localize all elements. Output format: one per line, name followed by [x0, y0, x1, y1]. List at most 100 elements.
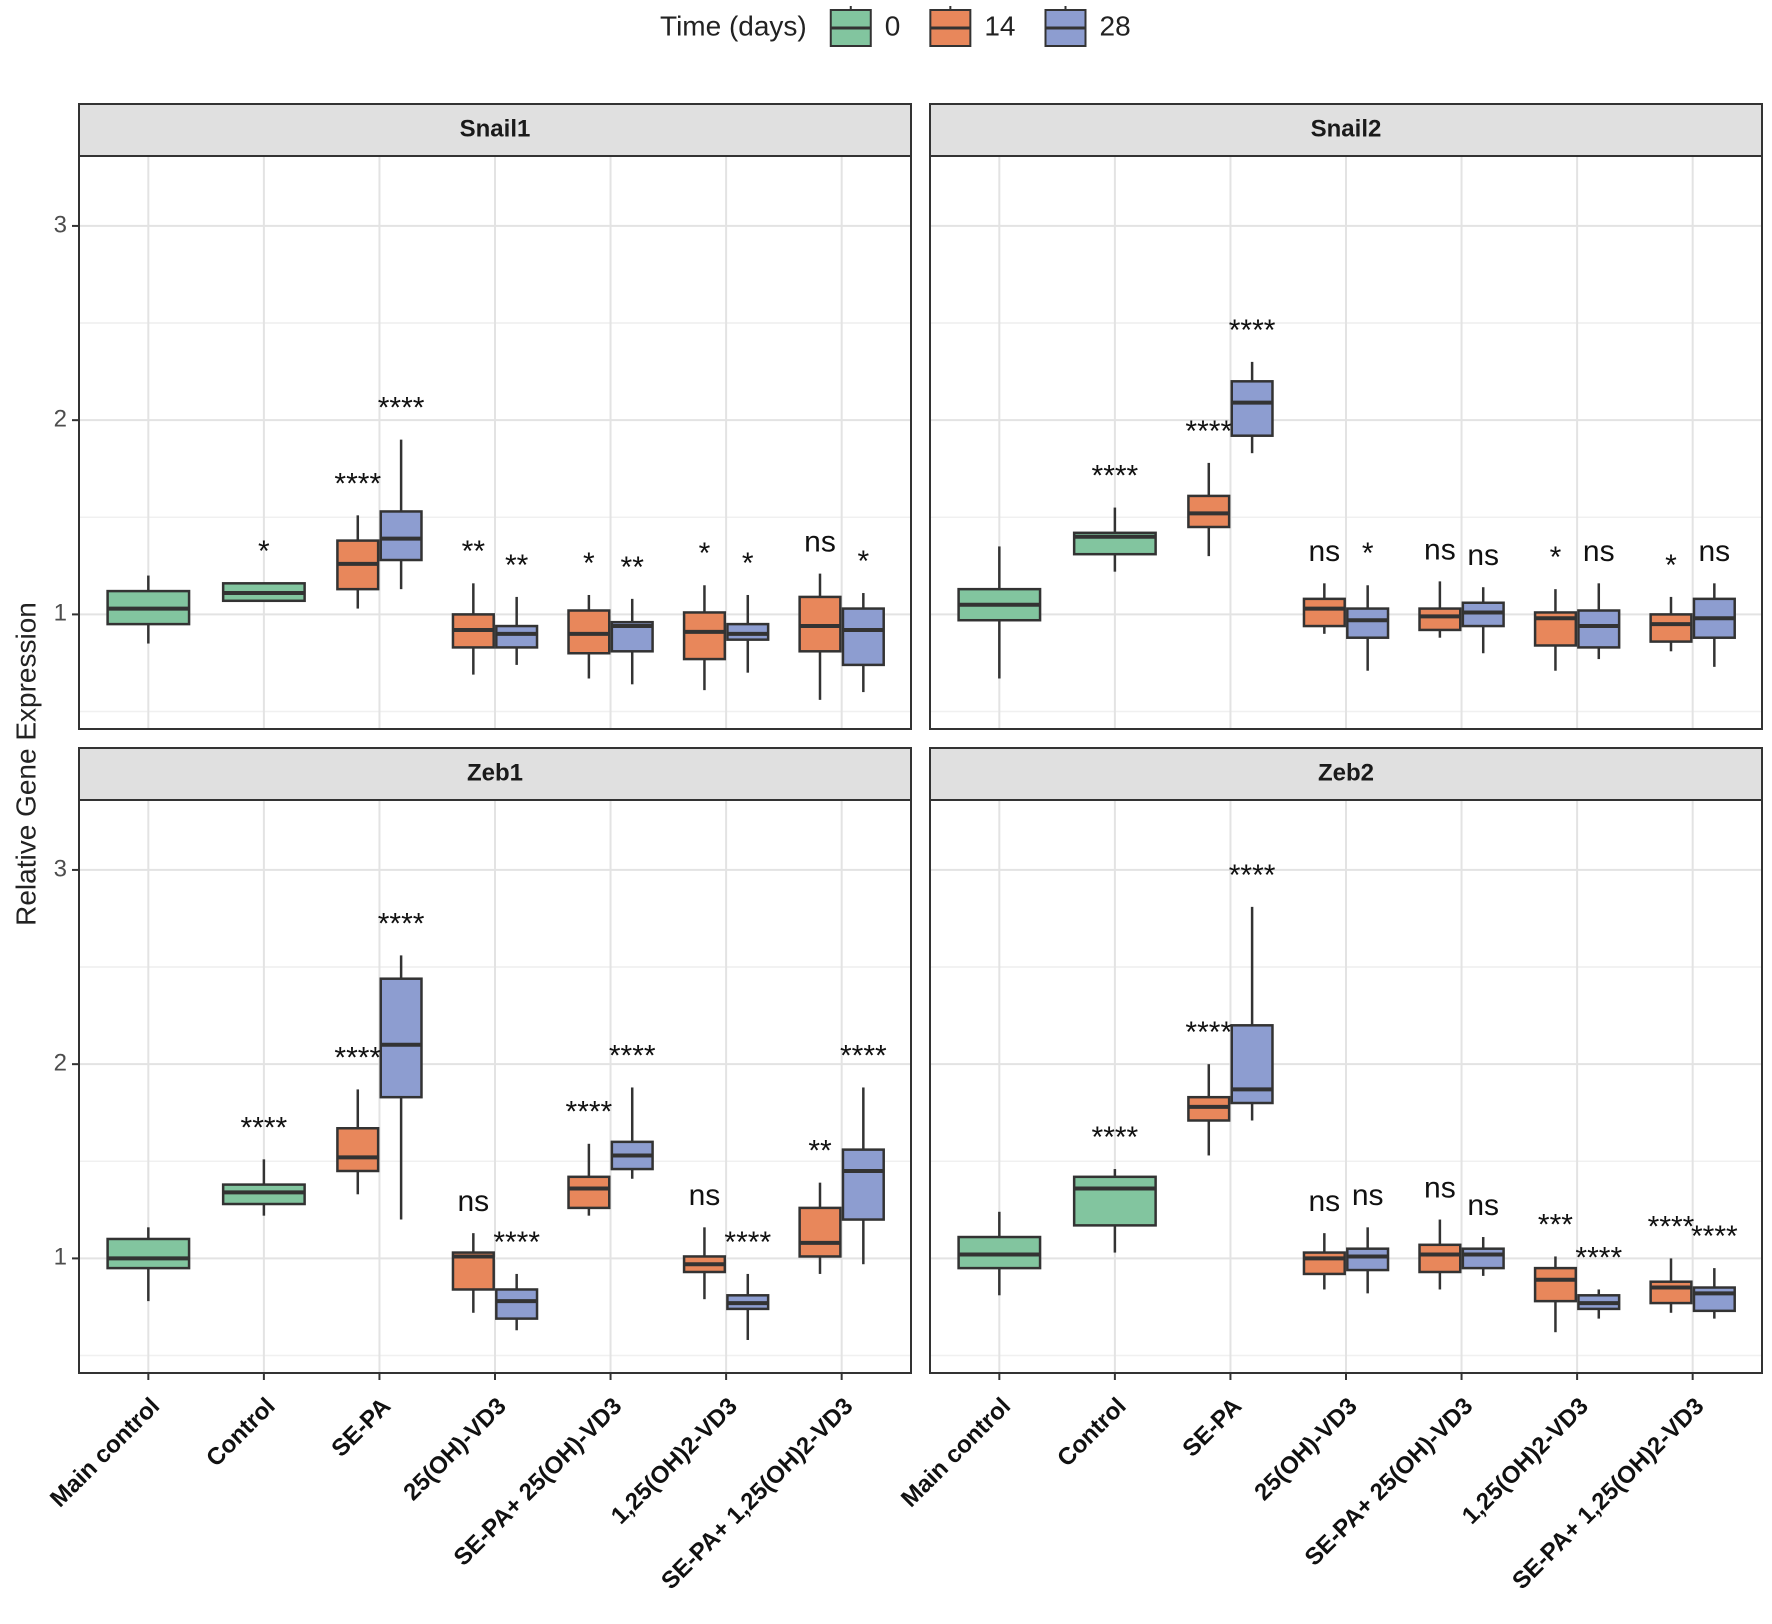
box: [841, 1148, 885, 1221]
panel-title: Zeb1: [467, 759, 523, 786]
significance-label: *: [699, 537, 711, 570]
significance-label: *: [583, 547, 595, 580]
significance-label: ****: [840, 1039, 887, 1072]
box: [1649, 613, 1693, 643]
box: [1302, 597, 1346, 628]
x-tick-label: Main control: [896, 1393, 1016, 1513]
legend-title: Time (days): [660, 10, 807, 41]
significance-label: **: [462, 535, 486, 568]
significance-label: ****: [1575, 1241, 1622, 1274]
box: [1418, 607, 1462, 632]
box: [1577, 609, 1621, 649]
x-tick-label: SE-PA+ 1,25(OH)2-VD3: [1507, 1393, 1709, 1595]
significance-label: ****: [1092, 1121, 1139, 1154]
significance-label: ****: [241, 1111, 288, 1144]
legend-label: 14: [984, 10, 1015, 41]
panel-title: Zeb2: [1318, 759, 1374, 786]
significance-label: ****: [1092, 459, 1139, 492]
significance-label: ns: [1424, 533, 1456, 566]
box: [1346, 607, 1390, 639]
box: [336, 1127, 380, 1173]
significance-label: ****: [378, 907, 425, 940]
x-tick-label: 25(OH)-VD3: [398, 1393, 511, 1506]
significance-label: ns: [1467, 1189, 1499, 1222]
significance-label: ****: [334, 467, 381, 500]
strip: [929, 747, 1763, 801]
legend-label: 28: [1100, 10, 1131, 41]
box: [106, 1237, 191, 1270]
significance-label: ns: [1308, 1185, 1340, 1218]
panel-title: Snail1: [460, 115, 531, 142]
y-tick-label: 3: [54, 211, 67, 238]
box: [798, 1206, 842, 1258]
x-tick-label: SE-PA: [326, 1393, 396, 1463]
y-tick-label: 2: [54, 1050, 67, 1077]
significance-label: ns: [1583, 535, 1615, 568]
significance-label: *: [742, 547, 754, 580]
significance-label: ****: [378, 392, 425, 425]
y-tick-label: 2: [54, 406, 67, 433]
significance-label: ****: [493, 1226, 540, 1259]
significance-label: ****: [1229, 859, 1276, 892]
box: [682, 611, 727, 661]
panel-border: [78, 799, 912, 1374]
box: [379, 510, 423, 562]
box: [495, 1288, 539, 1320]
box: [841, 607, 885, 667]
significance-label: **: [808, 1135, 832, 1168]
box: [1418, 1243, 1462, 1274]
significance-label: ****: [1648, 1210, 1695, 1243]
significance-label: ns: [1424, 1171, 1456, 1204]
strip: [78, 747, 912, 801]
significance-label: ns: [804, 526, 836, 559]
significance-label: ns: [1467, 539, 1499, 572]
significance-label: ns: [689, 1179, 721, 1212]
box: [1533, 1266, 1578, 1303]
box: [451, 1251, 495, 1291]
panel-title: Snail2: [1311, 115, 1382, 142]
box: [1346, 1247, 1390, 1272]
box: [1649, 1280, 1693, 1305]
x-tick-label: 25(OH)-VD3: [1249, 1393, 1362, 1506]
box: [1692, 1286, 1736, 1313]
panel-border: [929, 155, 1763, 730]
significance-label: **: [505, 549, 529, 582]
panel-border: [929, 799, 1763, 1374]
y-tick-label: 3: [54, 855, 67, 882]
significance-label: ****: [1185, 1016, 1232, 1049]
significance-label: ****: [334, 1041, 381, 1074]
x-tick-label: SE-PA+ 1,25(OH)2-VD3: [656, 1393, 858, 1595]
box: [567, 1175, 611, 1210]
strip: [78, 103, 912, 157]
significance-label: ***: [1538, 1208, 1573, 1241]
significance-label: *: [1362, 537, 1374, 570]
box: [495, 624, 539, 649]
x-tick-label: Control: [1052, 1393, 1131, 1472]
x-tick-label: Control: [201, 1393, 280, 1472]
legend-label: 0: [885, 10, 901, 41]
box: [1230, 380, 1274, 437]
significance-label: ****: [566, 1096, 613, 1129]
y-tick-label: 1: [54, 1244, 67, 1271]
significance-label: ns: [1698, 535, 1730, 568]
significance-label: ns: [1352, 1179, 1384, 1212]
significance-label: *: [258, 535, 270, 568]
x-tick-label: Main control: [45, 1393, 165, 1513]
significance-label: **: [621, 551, 645, 584]
y-tick-label: 1: [54, 600, 67, 627]
box: [1072, 1175, 1157, 1227]
significance-label: ns: [457, 1185, 489, 1218]
significance-label: ns: [1308, 535, 1340, 568]
box: [1461, 1247, 1505, 1270]
panel-border: [78, 155, 912, 730]
significance-label: ****: [1185, 415, 1232, 448]
significance-label: *: [857, 545, 869, 578]
significance-label: ****: [724, 1226, 771, 1259]
box: [379, 977, 423, 1099]
x-tick-label: SE-PA: [1177, 1393, 1247, 1463]
significance-label: *: [1665, 549, 1677, 582]
strip: [929, 103, 1763, 157]
significance-label: ****: [1691, 1220, 1738, 1253]
significance-label: ****: [609, 1039, 656, 1072]
